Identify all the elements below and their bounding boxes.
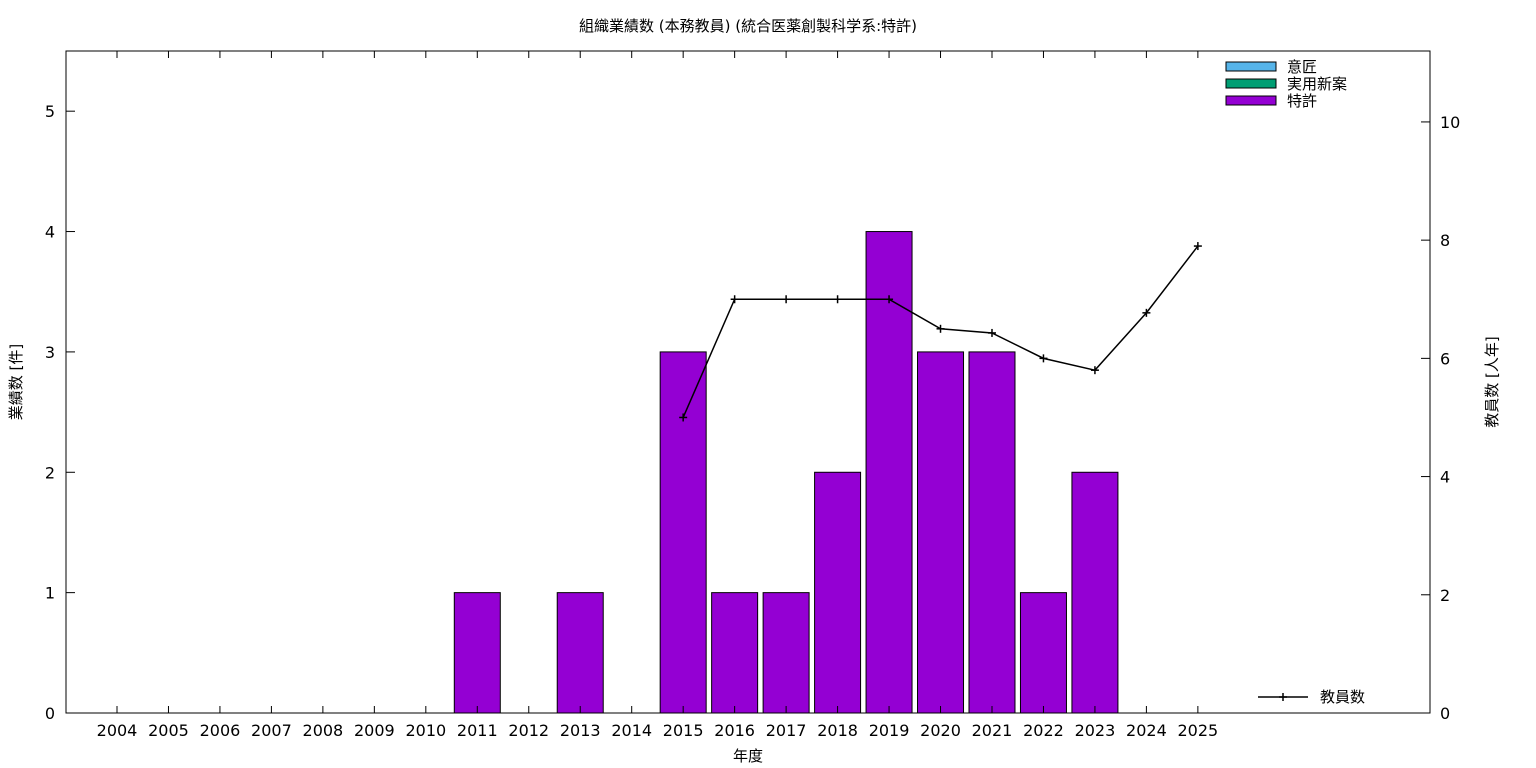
bar-2016-2 bbox=[711, 592, 759, 714]
chart-title: 組織業績数 (本務教員) (統合医薬創製科学系:特許) bbox=[579, 17, 917, 35]
y2-tick-label-2: 2 bbox=[1440, 586, 1450, 605]
teacher-point-2018 bbox=[833, 295, 842, 304]
legend-item-2: 特許 bbox=[1225, 92, 1317, 110]
x-tick-label-2014: 2014 bbox=[611, 721, 652, 740]
tick-labels-layer: 2004 2005 2006 2007 2008 2009 2010 2011 2012 2013… bbox=[45, 102, 1461, 740]
legend-line-label: 教員数 bbox=[1320, 688, 1365, 706]
y-tick-label-2: 2 bbox=[45, 463, 55, 482]
y2-tick-label-10: 10 bbox=[1440, 113, 1460, 132]
x-tick-label-2025: 2025 bbox=[1178, 721, 1219, 740]
legend-label: 特許 bbox=[1287, 92, 1317, 110]
x-tick-label-2005: 2005 bbox=[148, 721, 189, 740]
y-tick-label-3: 3 bbox=[45, 343, 55, 362]
y-tick-label-1: 1 bbox=[45, 584, 55, 603]
legend-label: 実用新案 bbox=[1287, 75, 1347, 93]
x-tick-label-2020: 2020 bbox=[920, 721, 961, 740]
teacher-point-2023 bbox=[1090, 366, 1099, 375]
teacher-point-2019 bbox=[885, 295, 894, 304]
bar-2023-2 bbox=[1071, 471, 1119, 714]
bar-2013-2 bbox=[556, 592, 604, 714]
x-tick-label-2007: 2007 bbox=[251, 721, 292, 740]
legend-label: 意匠 bbox=[1287, 58, 1317, 76]
bar-2020-2 bbox=[917, 351, 965, 714]
x-tick-label-2023: 2023 bbox=[1075, 721, 1116, 740]
y2-tick-label-6: 6 bbox=[1440, 349, 1450, 368]
legend-swatch bbox=[1225, 61, 1277, 72]
legend-item-1: 実用新案 bbox=[1225, 75, 1347, 93]
teacher-point-2016 bbox=[730, 295, 739, 304]
x-tick-label-2009: 2009 bbox=[354, 721, 395, 740]
bar-2017-2 bbox=[762, 592, 810, 714]
x-tick-label-2006: 2006 bbox=[200, 721, 241, 740]
legend-swatch bbox=[1225, 78, 1277, 89]
legend-item-0: 意匠 bbox=[1225, 58, 1317, 76]
teacher-point-2021 bbox=[987, 328, 996, 337]
y2-tick-label-4: 4 bbox=[1440, 468, 1450, 487]
x-tick-label-2022: 2022 bbox=[1023, 721, 1064, 740]
x-tick-label-2016: 2016 bbox=[714, 721, 755, 740]
x-tick-label-2018: 2018 bbox=[817, 721, 858, 740]
x-tick-label-2010: 2010 bbox=[405, 721, 446, 740]
x-tick-label-2008: 2008 bbox=[303, 721, 344, 740]
ticks-layer bbox=[66, 51, 1430, 714]
line-legend: 教員数 bbox=[1258, 688, 1365, 706]
plot-frame bbox=[65, 50, 1431, 714]
legend-swatch bbox=[1225, 95, 1277, 106]
line-layer bbox=[679, 242, 1202, 422]
y-tick-label-4: 4 bbox=[45, 223, 55, 242]
y2-tick-label-8: 8 bbox=[1440, 231, 1450, 250]
bar-2021-2 bbox=[968, 351, 1016, 714]
x-tick-label-2021: 2021 bbox=[972, 721, 1013, 740]
y-tick-label-0: 0 bbox=[45, 704, 55, 723]
x-tick-label-2004: 2004 bbox=[97, 721, 138, 740]
x-tick-label-2017: 2017 bbox=[766, 721, 807, 740]
teacher-point-2022 bbox=[1039, 354, 1048, 363]
bars-layer bbox=[453, 231, 1119, 714]
teacher-point-2020 bbox=[936, 324, 945, 333]
x-tick-label-2012: 2012 bbox=[508, 721, 549, 740]
x-axis-label: 年度 bbox=[733, 747, 763, 765]
y2-tick-label-0: 0 bbox=[1440, 704, 1450, 723]
teacher-point-2024 bbox=[1142, 308, 1151, 317]
bar-2019-2 bbox=[865, 231, 913, 714]
x-tick-label-2013: 2013 bbox=[560, 721, 601, 740]
y-tick-label-5: 5 bbox=[45, 102, 55, 121]
y2-axis-label: 教員数 [人年] bbox=[1483, 336, 1501, 427]
x-tick-label-2011: 2011 bbox=[457, 721, 498, 740]
bar-2011-2 bbox=[453, 592, 501, 714]
bar-2015-2 bbox=[659, 351, 707, 714]
x-tick-label-2019: 2019 bbox=[869, 721, 910, 740]
teacher-point-2017 bbox=[782, 295, 791, 304]
teacher-point-2015 bbox=[679, 413, 688, 422]
x-tick-label-2015: 2015 bbox=[663, 721, 704, 740]
bar-2018-2 bbox=[814, 471, 862, 714]
bar-2022-2 bbox=[1019, 592, 1067, 714]
x-tick-label-2024: 2024 bbox=[1126, 721, 1167, 740]
teacher-point-2025 bbox=[1193, 242, 1202, 251]
y-axis-label: 業績数 [件] bbox=[7, 344, 25, 420]
